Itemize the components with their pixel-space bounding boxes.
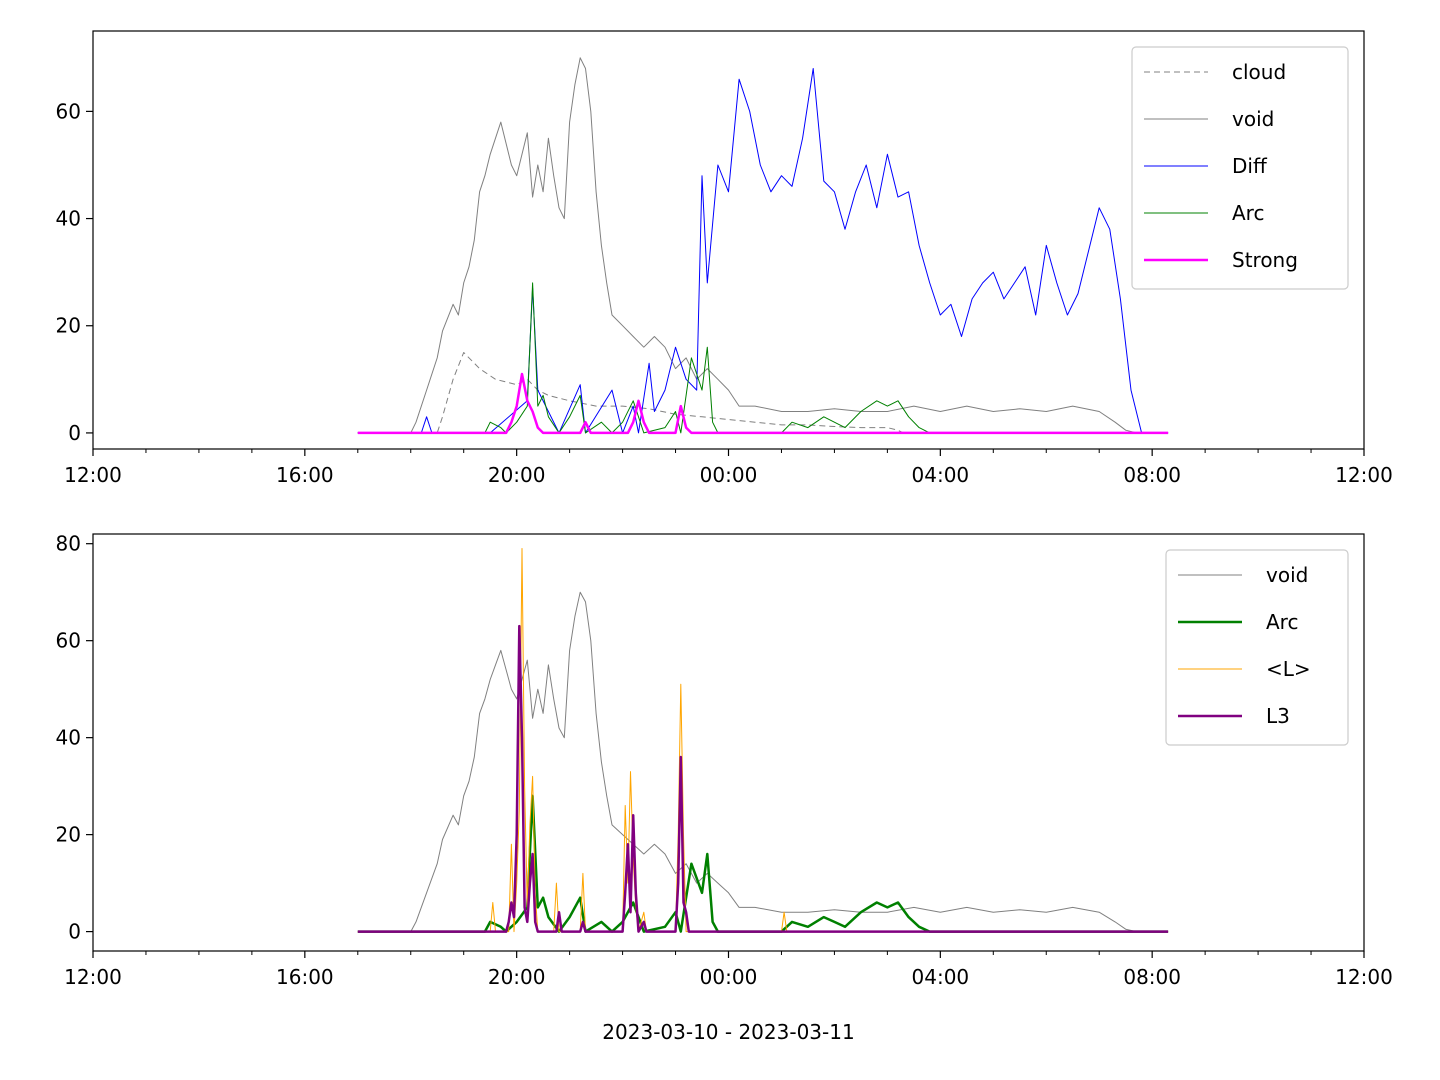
x-tick-label: 12:00 (1335, 463, 1393, 487)
series-line-1-2 (357, 57, 1169, 434)
x-tick-label: 08:00 (1123, 965, 1181, 989)
legend-label: cloud (1232, 60, 1286, 84)
legend-label: L3 (1266, 704, 1290, 728)
y-tick-label: 80 (56, 532, 81, 556)
legend-label: Diff (1232, 154, 1268, 178)
x-axis-label: 2023-03-10 - 2023-03-11 (602, 1020, 854, 1044)
x-tick-label: 12:00 (64, 965, 122, 989)
series-line-2-2 (357, 794, 1169, 933)
x-tick-label: 12:00 (64, 463, 122, 487)
x-tick-label: 12:00 (1335, 965, 1393, 989)
legend-label: Arc (1266, 610, 1298, 634)
x-tick-label: 16:00 (276, 965, 334, 989)
y-tick-label: 20 (56, 314, 81, 338)
x-tick-label: 20:00 (488, 965, 546, 989)
x-tick-label: 08:00 (1123, 463, 1181, 487)
x-tick-label: 04:00 (912, 965, 970, 989)
y-tick-label: 20 (56, 823, 81, 847)
x-tick-label: 04:00 (912, 463, 970, 487)
series-line-1-5 (357, 372, 1169, 435)
x-tick-label: 20:00 (488, 463, 546, 487)
legend-box-2 (1165, 549, 1349, 746)
series-line-2-1 (357, 591, 1169, 933)
y-tick-label: 40 (56, 726, 81, 750)
legend-label: Arc (1232, 201, 1264, 225)
legend-label: void (1266, 563, 1308, 587)
series-line-2-3 (357, 548, 1169, 933)
series-line-1-4 (357, 282, 1169, 434)
y-tick-label: 0 (68, 920, 81, 944)
x-tick-label: 16:00 (276, 463, 334, 487)
legend-box-1 (1131, 46, 1349, 290)
series-line-1-3 (357, 68, 1169, 434)
x-tick-label: 00:00 (700, 965, 758, 989)
y-tick-label: 40 (56, 207, 81, 231)
legend-label: void (1232, 107, 1274, 131)
series-line-1-1 (357, 352, 957, 434)
series-line-2-4 (357, 624, 1169, 933)
y-tick-label: 0 (68, 421, 81, 445)
x-tick-label: 00:00 (700, 463, 758, 487)
legend-label: Strong (1232, 248, 1298, 272)
y-tick-label: 60 (56, 99, 81, 123)
legend-label: <L> (1266, 657, 1311, 681)
y-tick-label: 60 (56, 629, 81, 653)
